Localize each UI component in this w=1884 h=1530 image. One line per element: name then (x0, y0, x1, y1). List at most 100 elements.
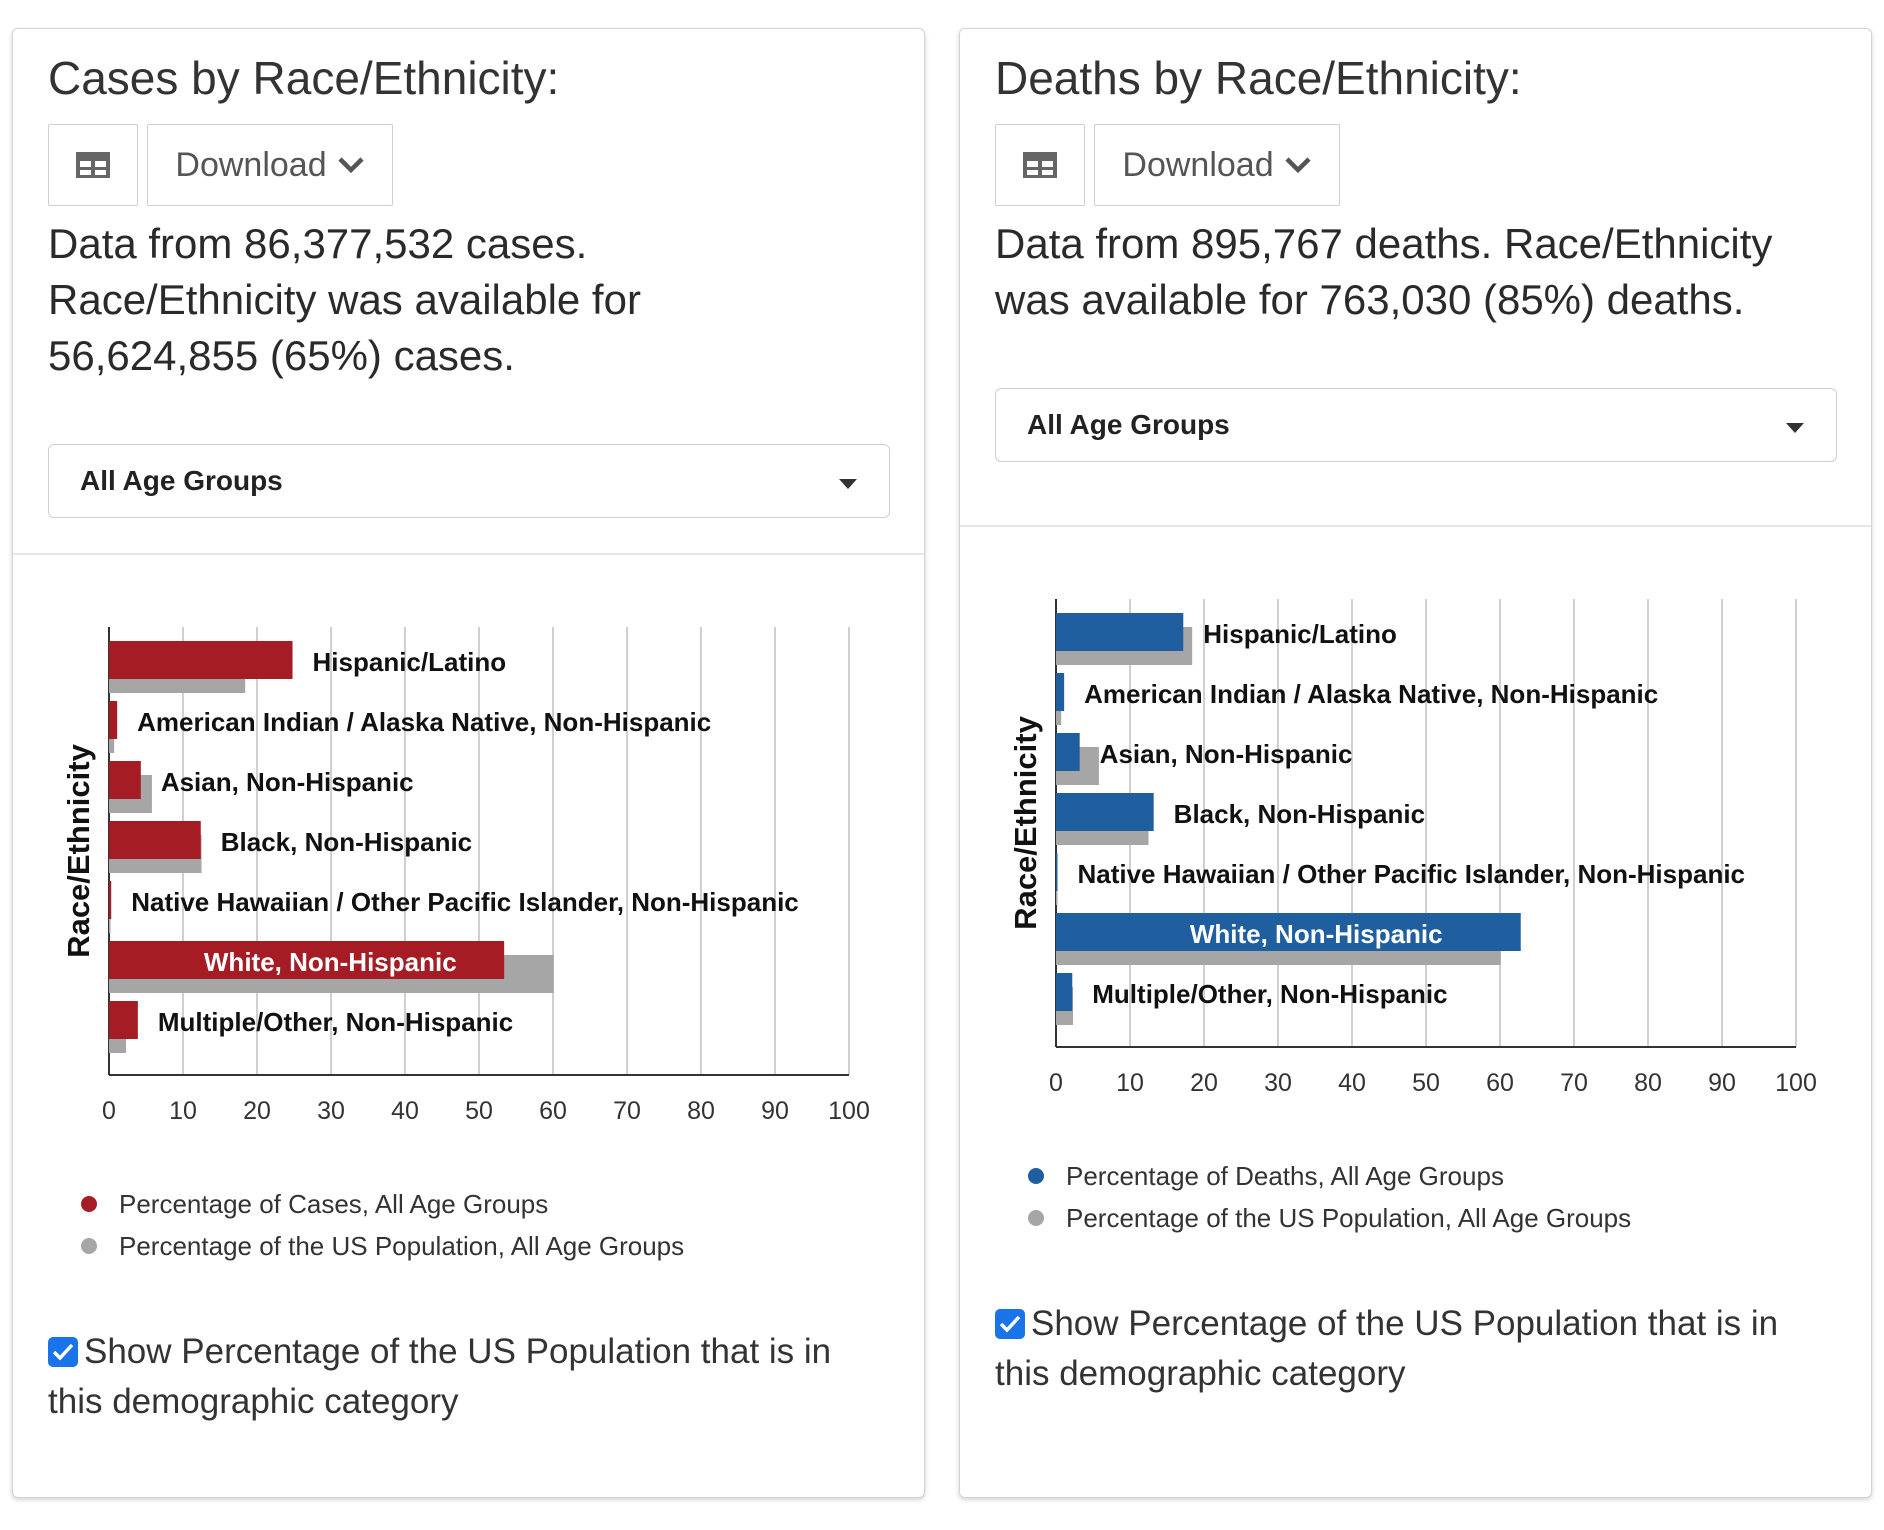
data-bar (1056, 853, 1058, 891)
age-group-select-value: All Age Groups (80, 465, 283, 496)
age-group-select[interactable]: All Age Groups (995, 388, 1837, 462)
table-icon (76, 152, 110, 178)
summary-line: 56,624,855 (65%) cases. (48, 332, 515, 379)
table-view-button[interactable] (995, 124, 1085, 206)
summary-text: Data from 895,767 deaths. Race/Ethnicity… (995, 216, 1772, 328)
y-axis-label: Race/Ethnicity (61, 743, 96, 957)
bar-label: American Indian / Alaska Native, Non-His… (1084, 679, 1658, 709)
data-bar (1056, 673, 1065, 711)
x-tick-label: 0 (102, 1097, 116, 1125)
checkbox[interactable] (995, 1309, 1025, 1339)
bar-label: Black, Non-Hispanic (1174, 799, 1425, 829)
x-tick-label: 30 (1264, 1069, 1292, 1097)
bar-label: Multiple/Other, Non-Hispanic (1092, 979, 1447, 1009)
data-bar (109, 701, 118, 739)
summary-line: Race/Ethnicity was available for (48, 276, 641, 323)
checkbox[interactable] (48, 1337, 78, 1367)
legend-item-cases[interactable]: Percentage of Cases, All Age Groups (81, 1183, 684, 1225)
check-icon (52, 1343, 74, 1361)
data-bar (1056, 613, 1184, 651)
table-view-button[interactable] (48, 124, 138, 206)
legend-dot (81, 1238, 97, 1254)
age-group-select[interactable]: All Age Groups (48, 444, 890, 518)
x-tick-label: 50 (1412, 1069, 1440, 1097)
table-icon (1023, 152, 1057, 178)
age-group-select-value: All Age Groups (1027, 409, 1230, 440)
bar-label: Native Hawaiian / Other Pacific Islander… (131, 887, 799, 917)
data-bar (1056, 973, 1073, 1011)
chart-legend: Percentage of Deaths, All Age Groups Per… (1028, 1155, 1631, 1239)
data-bar (109, 761, 141, 799)
summary-text: Data from 86,377,532 cases. Race/Ethnici… (48, 216, 641, 384)
bar-label: American Indian / Alaska Native, Non-His… (137, 707, 711, 737)
show-population-toggle[interactable]: Show Percentage of the US Population tha… (995, 1299, 1835, 1399)
data-bar (109, 1001, 138, 1039)
bar-label: Black, Non-Hispanic (221, 827, 472, 857)
cases-panel: Cases by Race/Ethnicity: Download Data f… (12, 28, 925, 1498)
summary-line: was available for 763,030 (85%) deaths. (995, 276, 1745, 323)
bar-label: Asian, Non-Hispanic (1100, 739, 1353, 769)
x-tick-label: 60 (539, 1097, 567, 1125)
chevron-down-icon (1285, 157, 1311, 174)
x-tick-label: 10 (169, 1097, 197, 1125)
download-button[interactable]: Download (1094, 124, 1340, 206)
download-label: Download (175, 145, 327, 184)
download-label: Download (1122, 145, 1274, 184)
divider (960, 525, 1871, 527)
data-bar (1056, 913, 1521, 951)
bar-label: Native Hawaiian / Other Pacific Islander… (1077, 859, 1745, 889)
x-tick-label: 40 (1338, 1069, 1366, 1097)
bar-label: White, Non-Hispanic (1190, 919, 1443, 949)
bar-label: Hispanic/Latino (1203, 619, 1397, 649)
panel-title: Deaths by Race/Ethnicity: (995, 52, 1522, 104)
x-tick-label: 60 (1486, 1069, 1514, 1097)
checkbox-label: Show Percentage of the US Population tha… (995, 1304, 1779, 1393)
check-icon (999, 1315, 1021, 1333)
cases-bar-chart: 0 10 20 30 40 50 60 70 80 90 100 Race/Ethnicity Hisp… (61, 627, 870, 1125)
summary-line: Data from 895,767 deaths. Race/Ethnicity (995, 220, 1773, 267)
chart-legend: Percentage of Cases, All Age Groups Perc… (81, 1183, 684, 1267)
checkbox-label: Show Percentage of the US Population tha… (48, 1332, 832, 1421)
y-axis-label: Race/Ethnicity (1008, 715, 1043, 929)
x-tick-label: 100 (828, 1097, 870, 1125)
legend-label: Percentage of the US Population, All Age… (119, 1230, 685, 1261)
legend-item-deaths[interactable]: Percentage of Deaths, All Age Groups (1028, 1155, 1631, 1197)
bar-label: Hispanic/Latino (313, 647, 507, 677)
data-bar (1056, 793, 1154, 831)
x-tick-label: 80 (1634, 1069, 1662, 1097)
bar-label: Multiple/Other, Non-Hispanic (158, 1007, 513, 1037)
divider (13, 553, 924, 555)
data-bar (109, 881, 112, 919)
legend-dot (1028, 1210, 1044, 1226)
x-tick-label: 90 (1708, 1069, 1736, 1097)
legend-item-population[interactable]: Percentage of the US Population, All Age… (81, 1225, 684, 1267)
download-button[interactable]: Download (147, 124, 393, 206)
data-bar (1056, 733, 1080, 771)
caret-down-icon (839, 479, 857, 489)
legend-label: Percentage of the US Population, All Age… (1066, 1202, 1632, 1233)
caret-down-icon (1786, 423, 1804, 433)
legend-item-population[interactable]: Percentage of the US Population, All Age… (1028, 1197, 1631, 1239)
legend-label: Percentage of Deaths, All Age Groups (1066, 1160, 1504, 1191)
chevron-down-icon (338, 157, 364, 174)
data-bar (109, 641, 293, 679)
data-bar (109, 941, 505, 979)
x-tick-label: 70 (613, 1097, 641, 1125)
x-tick-label: 80 (687, 1097, 715, 1125)
x-tick-label: 40 (391, 1097, 419, 1125)
data-bar (109, 821, 201, 859)
x-tick-label: 100 (1775, 1069, 1817, 1097)
bar-label: White, Non-Hispanic (204, 947, 457, 977)
legend-dot (81, 1196, 97, 1212)
legend-label: Percentage of Cases, All Age Groups (119, 1188, 549, 1219)
x-tick-label: 50 (465, 1097, 493, 1125)
x-tick-label: 20 (1190, 1069, 1218, 1097)
legend-dot (1028, 1168, 1044, 1184)
deaths-bar-chart: 0 10 20 30 40 50 60 70 80 90 100 Race/Ethnicity Hisp… (1008, 599, 1817, 1097)
x-tick-label: 20 (243, 1097, 271, 1125)
deaths-panel: Deaths by Race/Ethnicity: Download Data … (959, 28, 1872, 1498)
show-population-toggle[interactable]: Show Percentage of the US Population tha… (48, 1327, 888, 1427)
x-tick-label: 90 (761, 1097, 789, 1125)
x-tick-label: 10 (1116, 1069, 1144, 1097)
x-tick-label: 30 (317, 1097, 345, 1125)
